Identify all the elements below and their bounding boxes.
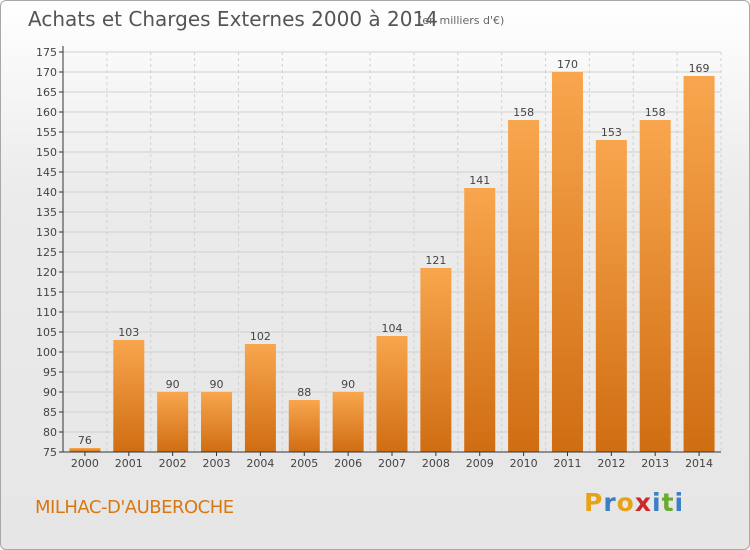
chart-subtitle: (en milliers d'€) [418, 14, 505, 27]
bar [69, 448, 101, 452]
logo-letter: r [603, 488, 617, 517]
logo-letter: t [661, 488, 675, 517]
bar [683, 76, 715, 452]
x-tick-label: 2012 [597, 457, 625, 470]
y-tick-label: 130 [36, 226, 57, 239]
x-tick-label: 2007 [378, 457, 406, 470]
logo-letter: P [584, 488, 604, 517]
bar [639, 120, 671, 452]
y-tick-label: 165 [36, 86, 57, 99]
bar [508, 120, 540, 452]
x-tick-label: 2008 [422, 457, 450, 470]
y-tick-label: 175 [36, 46, 57, 59]
logo-letter: x [634, 488, 652, 517]
y-tick-label: 170 [36, 66, 57, 79]
data-label: 158 [645, 106, 666, 119]
data-label: 76 [78, 434, 92, 447]
y-tick-label: 95 [43, 366, 57, 379]
x-tick-label: 2014 [685, 457, 713, 470]
y-tick-label: 75 [43, 446, 57, 459]
logo-letter: i [652, 488, 662, 517]
x-tick-label: 2013 [641, 457, 669, 470]
chart-title: Achats et Charges Externes 2000 à 2014 [28, 7, 438, 31]
x-tick-label: 2003 [203, 457, 231, 470]
bars [69, 72, 715, 452]
y-tick-label: 145 [36, 166, 57, 179]
axes [59, 46, 721, 456]
bar [157, 392, 189, 452]
data-label: 170 [557, 58, 578, 71]
y-tick-label: 90 [43, 386, 57, 399]
data-label: 90 [166, 378, 180, 391]
bar [288, 400, 320, 452]
y-tick-label: 120 [36, 266, 57, 279]
y-tick-label: 115 [36, 286, 57, 299]
bar [595, 140, 627, 452]
data-label: 153 [601, 126, 622, 139]
proxiti-logo: Proxiti [584, 488, 684, 517]
y-tick-label: 155 [36, 126, 57, 139]
y-tick-label: 125 [36, 246, 57, 259]
y-tick-label: 160 [36, 106, 57, 119]
y-tick-label: 100 [36, 346, 57, 359]
municipality-name: MILHAC-D'AUBEROCHE [35, 497, 234, 518]
data-label: 141 [469, 174, 490, 187]
bar [551, 72, 583, 452]
data-label: 169 [689, 62, 710, 75]
data-label: 90 [341, 378, 355, 391]
y-tick-label: 135 [36, 206, 57, 219]
labels: 75 80 85 90 95 100 105 110 115 120 125 130 135 140 145… [36, 46, 713, 470]
logo-letter: i [674, 488, 685, 517]
y-tick-label: 80 [43, 426, 57, 439]
bar [464, 188, 496, 452]
x-tick-label: 2001 [115, 457, 143, 470]
bar [113, 340, 145, 452]
y-tick-label: 140 [36, 186, 57, 199]
data-label: 88 [297, 386, 311, 399]
bar [244, 344, 276, 452]
x-tick-label: 2009 [466, 457, 494, 470]
logo-letter: o [616, 488, 635, 517]
bar [201, 392, 233, 452]
x-tick-label: 2004 [246, 457, 274, 470]
y-tick-label: 110 [36, 306, 57, 319]
data-label: 90 [210, 378, 224, 391]
bar [332, 392, 364, 452]
x-tick-label: 2005 [290, 457, 318, 470]
data-label: 102 [250, 330, 271, 343]
x-tick-label: 2010 [510, 457, 538, 470]
bar [420, 268, 452, 452]
data-label: 158 [513, 106, 534, 119]
data-label: 103 [118, 326, 139, 339]
y-tick-label: 85 [43, 406, 57, 419]
x-tick-label: 2011 [553, 457, 581, 470]
x-tick-label: 2000 [71, 457, 99, 470]
data-label: 121 [425, 254, 446, 267]
y-tick-label: 105 [36, 326, 57, 339]
bar [376, 336, 408, 452]
data-label: 104 [382, 322, 403, 335]
y-tick-label: 150 [36, 146, 57, 159]
x-tick-label: 2002 [159, 457, 187, 470]
x-tick-label: 2006 [334, 457, 362, 470]
